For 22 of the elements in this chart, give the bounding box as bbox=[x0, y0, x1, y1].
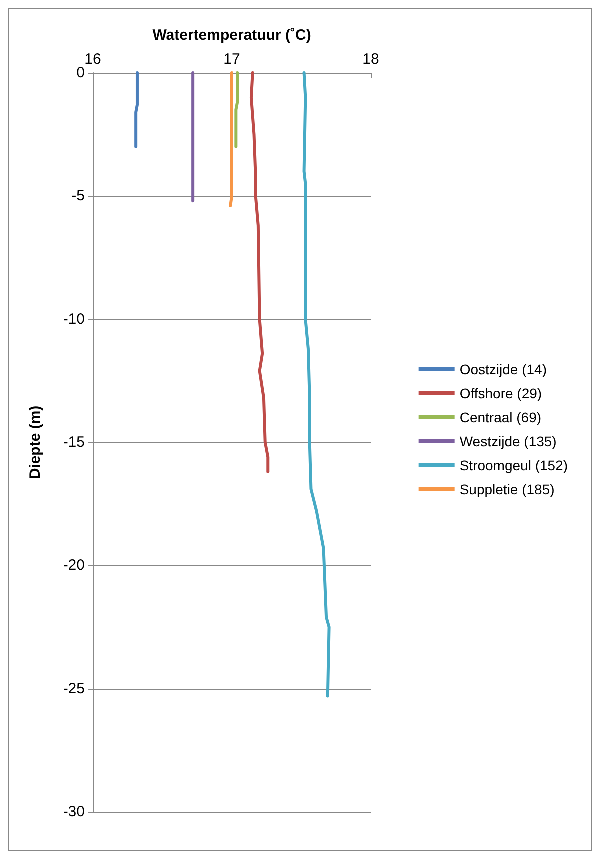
x-tick-label: 17 bbox=[224, 51, 240, 68]
y-axis-title: Diepte (m) bbox=[27, 406, 44, 480]
line-series bbox=[302, 72, 331, 698]
legend-label: Westzijde (135) bbox=[460, 434, 557, 450]
line-series bbox=[134, 72, 139, 148]
y-tick-label: -30 bbox=[63, 804, 85, 820]
y-tick-label: -20 bbox=[63, 557, 85, 574]
line-series bbox=[234, 72, 240, 148]
legend-label: Suppletie (185) bbox=[460, 482, 555, 498]
line-series bbox=[250, 72, 270, 474]
y-tick-label: 0 bbox=[76, 64, 85, 82]
legend-label: Centraal (69) bbox=[460, 410, 542, 426]
x-tick-label: 18 bbox=[362, 51, 380, 68]
legend-label: Oostzijde (14) bbox=[460, 362, 547, 378]
y-tick-label: -25 bbox=[63, 680, 85, 698]
x-tick-label: 16 bbox=[84, 51, 102, 68]
y-tick-label: -5 bbox=[72, 188, 85, 205]
legend-label: Offshore (29) bbox=[460, 386, 542, 402]
y-tick-label: -10 bbox=[63, 310, 85, 328]
legend-label: Stroomgeul (152) bbox=[460, 458, 568, 474]
y-tick-label: -15 bbox=[63, 434, 85, 451]
x-axis-title: Watertemperatuur (˚C) bbox=[152, 27, 312, 44]
